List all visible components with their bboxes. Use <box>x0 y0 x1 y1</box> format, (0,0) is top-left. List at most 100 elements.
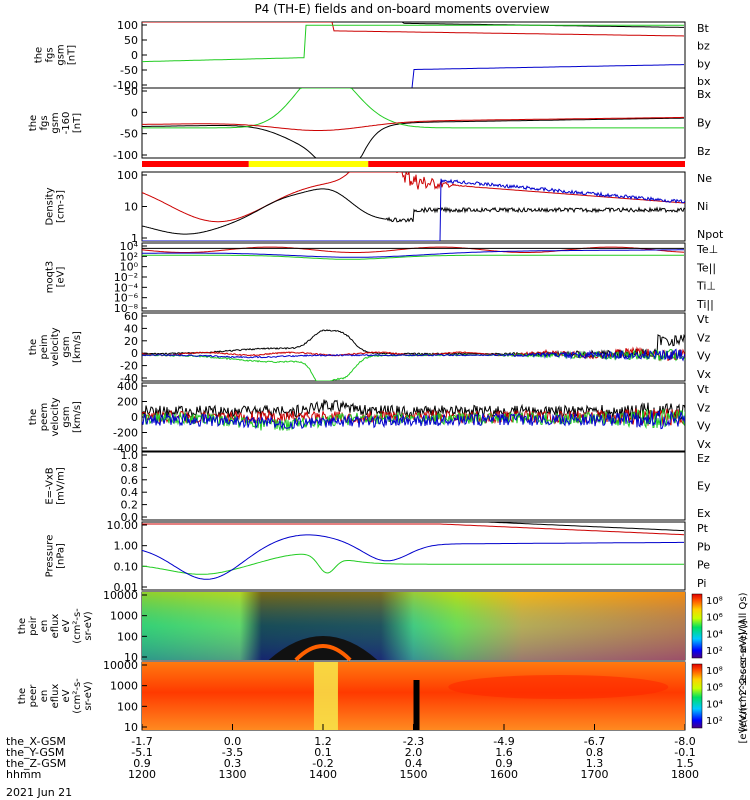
legend-pe: Pe <box>697 559 710 572</box>
legend-bx: bx <box>697 75 711 88</box>
y-tick-label: -50 <box>120 128 138 141</box>
y-tick-label: 1 <box>131 232 138 245</box>
y-tick-label: 10000 <box>103 589 138 602</box>
y-tick-label: -200 <box>113 427 138 440</box>
y-axis-label: the <box>17 618 28 634</box>
colorbar-tick-label: 10² <box>706 716 723 727</box>
legend-vz: Vz <box>697 401 711 414</box>
y-tick-label: 10 <box>124 721 138 734</box>
x-axis-value: -5.1 <box>131 746 152 759</box>
colorbar-tick-label: 10⁴ <box>706 629 723 640</box>
spectrogram-feature <box>313 662 338 730</box>
date-label: 2021 Jun 21 <box>6 786 72 799</box>
colorbar-tick-label: 10⁶ <box>706 613 723 624</box>
y-axis-label: velocity <box>50 327 61 366</box>
series-line-peem_v-vx <box>142 410 685 431</box>
y-tick-label: 10 <box>124 651 138 664</box>
legend-npot: Npot <box>697 228 724 241</box>
legend-bx: Bx <box>697 88 712 101</box>
legend-ne: Ne <box>697 172 712 185</box>
legend-ez: Ez <box>697 452 710 465</box>
y-axis-label: [km/s] <box>72 401 83 433</box>
y-axis-label: gsm <box>61 336 72 357</box>
x-axis-value: -6.7 <box>584 735 605 748</box>
y-axis-label: [eV] <box>56 267 67 288</box>
x-axis-value: 0.3 <box>224 757 242 770</box>
panel-frame <box>141 521 686 591</box>
colorbar-tick-label: 10⁸ <box>706 666 723 677</box>
y-tick-label: 0 <box>131 106 138 119</box>
y-tick-label: 10² <box>120 250 138 263</box>
y-axis-label: peir <box>28 615 39 635</box>
panel-frame <box>141 312 686 382</box>
legend-vt: Vt <box>697 313 710 326</box>
y-axis-label: sr-eV) <box>83 611 94 640</box>
y-axis-label: peim <box>39 334 50 359</box>
colorbar-label: [eV/(cm^2-sec-sr-eV)] <box>738 620 749 731</box>
x-axis-value: -3.5 <box>222 746 243 759</box>
y-tick-label: 20 <box>124 335 138 348</box>
y-axis-label: [nT] <box>72 113 83 133</box>
y-tick-label: 100 <box>117 700 138 713</box>
y-axis-label: peem <box>39 403 50 431</box>
y-axis-label: the <box>17 688 28 704</box>
x-axis-value: 1400 <box>309 768 337 781</box>
y-tick-label: 0.4 <box>121 486 139 499</box>
colorbar-tick-label: 10⁸ <box>706 596 723 607</box>
series-line-fgs_lo-bz <box>142 116 684 131</box>
y-axis-label: E=-VxB <box>45 467 56 504</box>
series-line-fgs-bt <box>142 22 684 28</box>
y-axis-label: [mV/m] <box>56 467 67 505</box>
spectrogram-gap <box>413 680 420 730</box>
legend-ti⊥: Ti⊥ <box>696 280 716 293</box>
y-tick-label: -50 <box>120 64 138 77</box>
x-axis-row-label: the_Z-GSM <box>6 757 66 770</box>
y-axis-label: fgs <box>39 115 50 130</box>
colorbar-label: [eV/(cm^2-sec-sr-eV)] (All Qs) <box>738 592 749 743</box>
legend-ni: Ni <box>697 200 708 213</box>
colorbar-tick-label: 10⁴ <box>706 699 723 710</box>
y-axis-label: eV <box>61 689 72 702</box>
spectrogram-feature <box>294 644 352 662</box>
colorbar-tick-label: 10² <box>706 646 723 657</box>
series-line-fgs-bz <box>142 22 685 37</box>
x-axis-row-label: the_Y-GSM <box>6 746 64 759</box>
y-axis-label: en <box>39 620 50 633</box>
y-tick-label: 1.0 <box>121 449 139 462</box>
y-tick-label: 1000 <box>110 610 138 623</box>
y-axis-label: the <box>28 409 39 425</box>
legend-ex: Ex <box>697 507 711 520</box>
legend-vx: Vx <box>697 438 712 451</box>
y-tick-label: 0.6 <box>121 474 139 487</box>
series-line-fgs-bx <box>142 64 684 88</box>
legend-ti||: Ti|| <box>696 298 714 311</box>
panel-fgs_lo: 50 0 -50 -100 the fgs gsm -160 [nT] Bx By Bz <box>28 85 712 162</box>
x-axis-value: 1800 <box>671 768 699 781</box>
y-axis-label: gsm <box>56 44 67 65</box>
series-line-temp-ti <box>142 249 684 258</box>
figure-title: P4 (TH-E) fields and on-board moments ov… <box>254 2 549 16</box>
y-tick-label: 0 <box>131 411 138 424</box>
y-tick-label: -20 <box>120 360 138 373</box>
y-tick-label: 0.2 <box>121 499 139 512</box>
y-tick-label: 100 <box>117 169 138 182</box>
legend-pt: Pt <box>697 522 709 535</box>
series-line-density-npot <box>142 178 685 241</box>
panel-efield: 1.00.80.60.40.20.0 E=-VxB [mV/m] Ez Ey Ex <box>45 449 711 524</box>
x-axis-value: 1600 <box>490 768 518 781</box>
y-axis-label: [nT] <box>67 45 78 65</box>
y-axis-label: peer <box>28 684 39 708</box>
x-axis-value: 1.5 <box>676 757 694 770</box>
legend-bz: bz <box>697 40 710 53</box>
x-axis-row-label: the_X-GSM <box>6 735 66 748</box>
y-tick-label: 10 <box>124 201 138 214</box>
x-axis-value: 1.6 <box>495 746 513 759</box>
series-line-peem_v-vt <box>142 399 685 422</box>
y-tick-label: 100 <box>117 19 138 32</box>
x-axis-value: 1200 <box>128 768 156 781</box>
x-axis-value: 1.2 <box>314 735 332 748</box>
panel-peir: 10⁸ 10⁶ 10⁴ 10² [eV/(cm^2-sec-sr-eV)] (All Q… <box>17 589 749 743</box>
